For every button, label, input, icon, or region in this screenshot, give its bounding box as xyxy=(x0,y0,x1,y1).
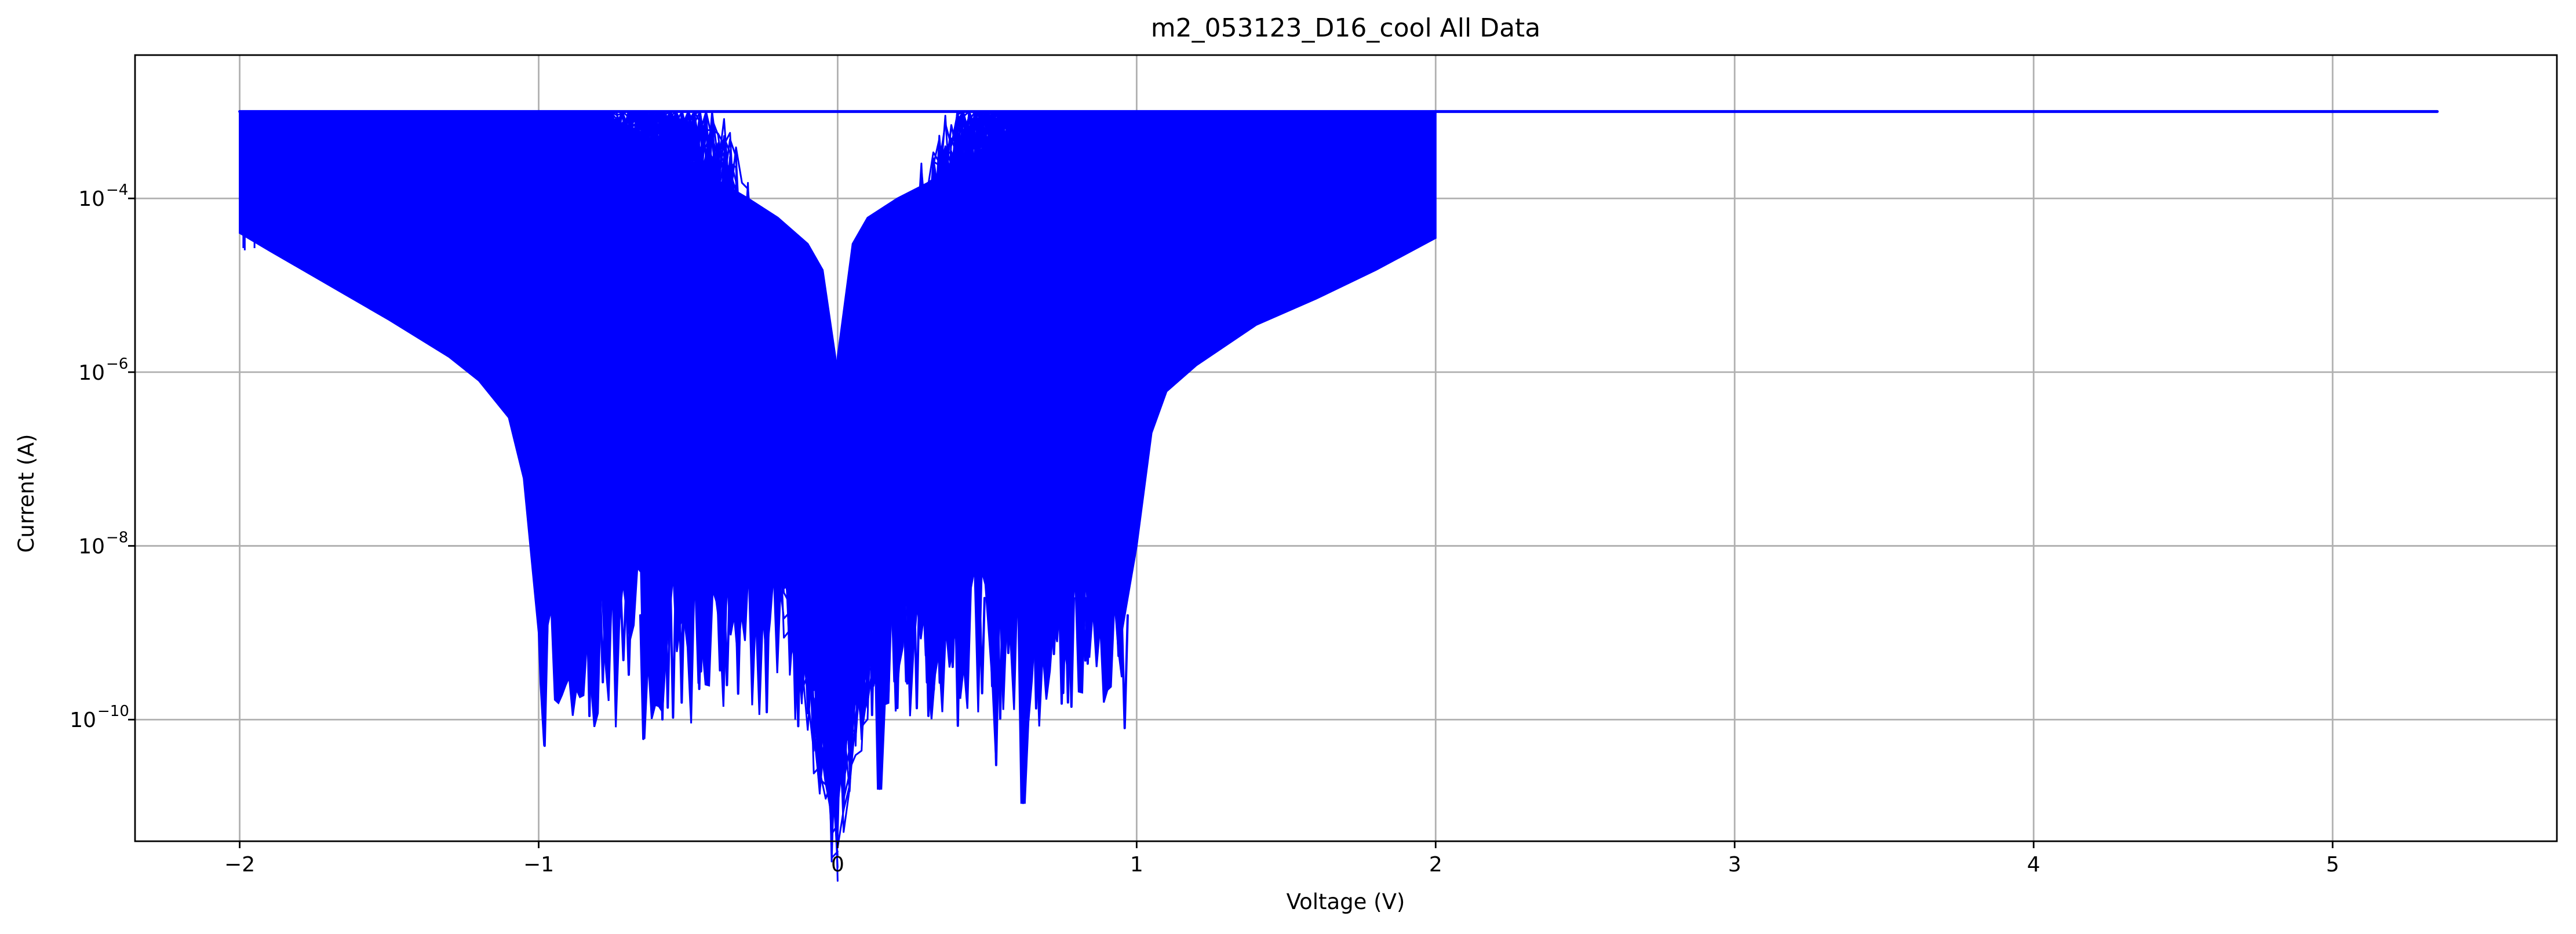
noise-spike-line xyxy=(988,597,996,688)
noise-spike-line xyxy=(1120,614,1129,729)
tick-layer: −2 −1 0 1 2 3 4 510−410−610−810−10 xyxy=(70,181,2339,877)
plot-frame xyxy=(134,54,2558,842)
x-tick-label: 2 xyxy=(1429,853,1442,877)
y-tick-exponent: −10 xyxy=(97,703,129,720)
noise-spike-line xyxy=(891,597,898,683)
x-tick-label: 4 xyxy=(2027,853,2041,877)
noise-spike-line xyxy=(954,597,961,727)
noise-spike-line xyxy=(844,597,851,653)
noise-spike-line xyxy=(1050,597,1058,656)
y-tick-label: 10 xyxy=(78,361,105,385)
noise-spike-line xyxy=(875,614,884,790)
noise-spike-line xyxy=(640,597,648,675)
y-tick-exponent: −4 xyxy=(106,181,128,199)
noise-spike-line xyxy=(857,597,865,658)
noise-spike-line xyxy=(903,597,911,685)
noise-spike-line xyxy=(996,597,1004,720)
noise-spike-line xyxy=(795,597,802,728)
noise-spike-line xyxy=(806,597,814,666)
x-tick-label: 5 xyxy=(2326,853,2340,877)
noise-spike-line xyxy=(697,597,705,673)
noise-spike-line xyxy=(913,597,921,710)
noise-spike-line xyxy=(936,597,943,684)
y-tick-label: 10 xyxy=(78,535,105,559)
noise-spike-line xyxy=(587,597,595,681)
noise-spike-line xyxy=(978,597,986,695)
noise-spike-line xyxy=(829,597,836,721)
noise-spike-line xyxy=(723,597,731,686)
y-tick-label: 10 xyxy=(78,187,105,211)
noise-spike-line xyxy=(787,597,795,655)
noise-spike-line xyxy=(868,597,876,717)
noise-spike-line xyxy=(949,597,956,668)
noise-spike-line xyxy=(664,597,672,709)
noise-spike-line xyxy=(655,597,663,705)
noise-spike-line xyxy=(1032,597,1040,710)
noise-spike-line xyxy=(923,597,931,684)
noise-spike-line xyxy=(669,597,677,719)
noise-spike-line xyxy=(553,597,562,671)
chart-title: m2_053123_D16_cool All Data xyxy=(1151,13,1541,43)
noise-spike-line xyxy=(612,597,620,663)
y-axis-label: Current (A) xyxy=(14,434,39,553)
noise-spike-line xyxy=(837,597,844,656)
noise-spike-line xyxy=(885,597,892,693)
noise-spike-line xyxy=(620,597,627,662)
noise-spike-line xyxy=(1081,597,1089,662)
noise-spike-line xyxy=(1017,597,1025,686)
noise-spike-line xyxy=(1115,597,1123,657)
noise-spike-line xyxy=(1004,597,1012,655)
y-tick-label: 10 xyxy=(70,708,96,732)
noise-spike-line xyxy=(859,597,866,676)
x-tick-label: 0 xyxy=(831,853,844,877)
noise-spike-line xyxy=(1058,597,1066,705)
y-tick-exponent: −8 xyxy=(106,529,128,547)
x-tick-label: 3 xyxy=(1728,853,1741,877)
noise-spike-line xyxy=(695,597,703,690)
noise-spike-line xyxy=(763,597,771,714)
noise-spike-line xyxy=(716,597,724,672)
noise-spike-line xyxy=(930,597,938,691)
noise-spike-line xyxy=(599,597,607,684)
noise-spike-line xyxy=(1067,597,1075,657)
noise-spike-line xyxy=(678,597,686,704)
noise-spike-line xyxy=(734,597,742,695)
noise-spike-line xyxy=(540,614,549,747)
x-tick-label: 1 xyxy=(1130,853,1143,877)
x-axis-label: Voltage (V) xyxy=(1287,889,1405,914)
noise-spike-line xyxy=(1019,597,1026,663)
series-layer xyxy=(238,110,2439,882)
x-tick-label: −1 xyxy=(523,853,554,877)
y-tick-exponent: −6 xyxy=(106,355,128,373)
noise-spike-line xyxy=(1059,597,1067,695)
x-tick-label: −2 xyxy=(224,853,255,877)
noise-spike-line xyxy=(625,597,633,676)
